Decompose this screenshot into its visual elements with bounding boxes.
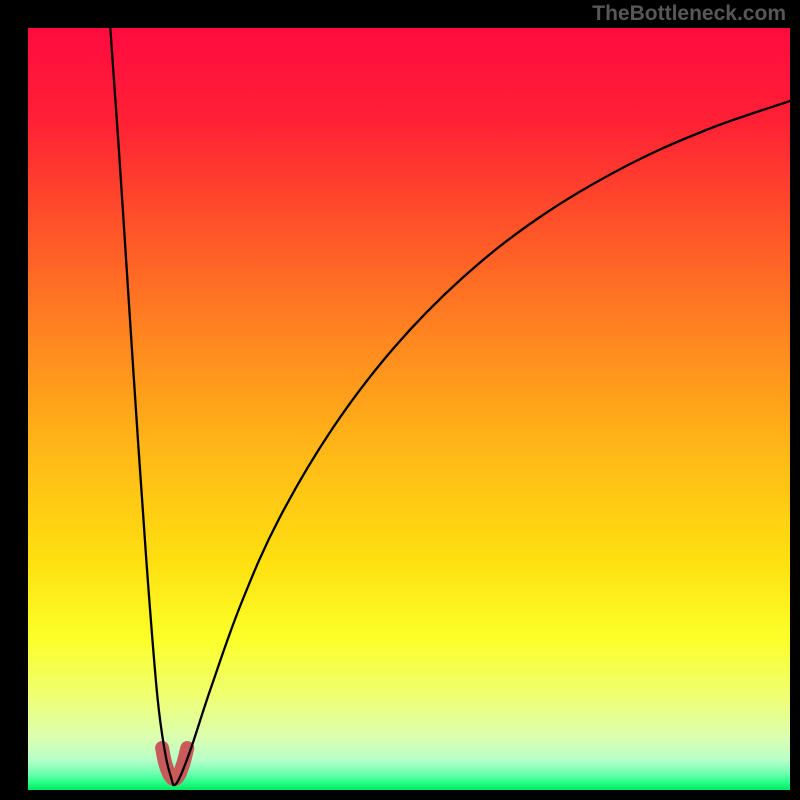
plot-svg xyxy=(28,28,790,790)
watermark-text: TheBottleneck.com xyxy=(592,2,786,26)
plot-area xyxy=(28,28,790,790)
